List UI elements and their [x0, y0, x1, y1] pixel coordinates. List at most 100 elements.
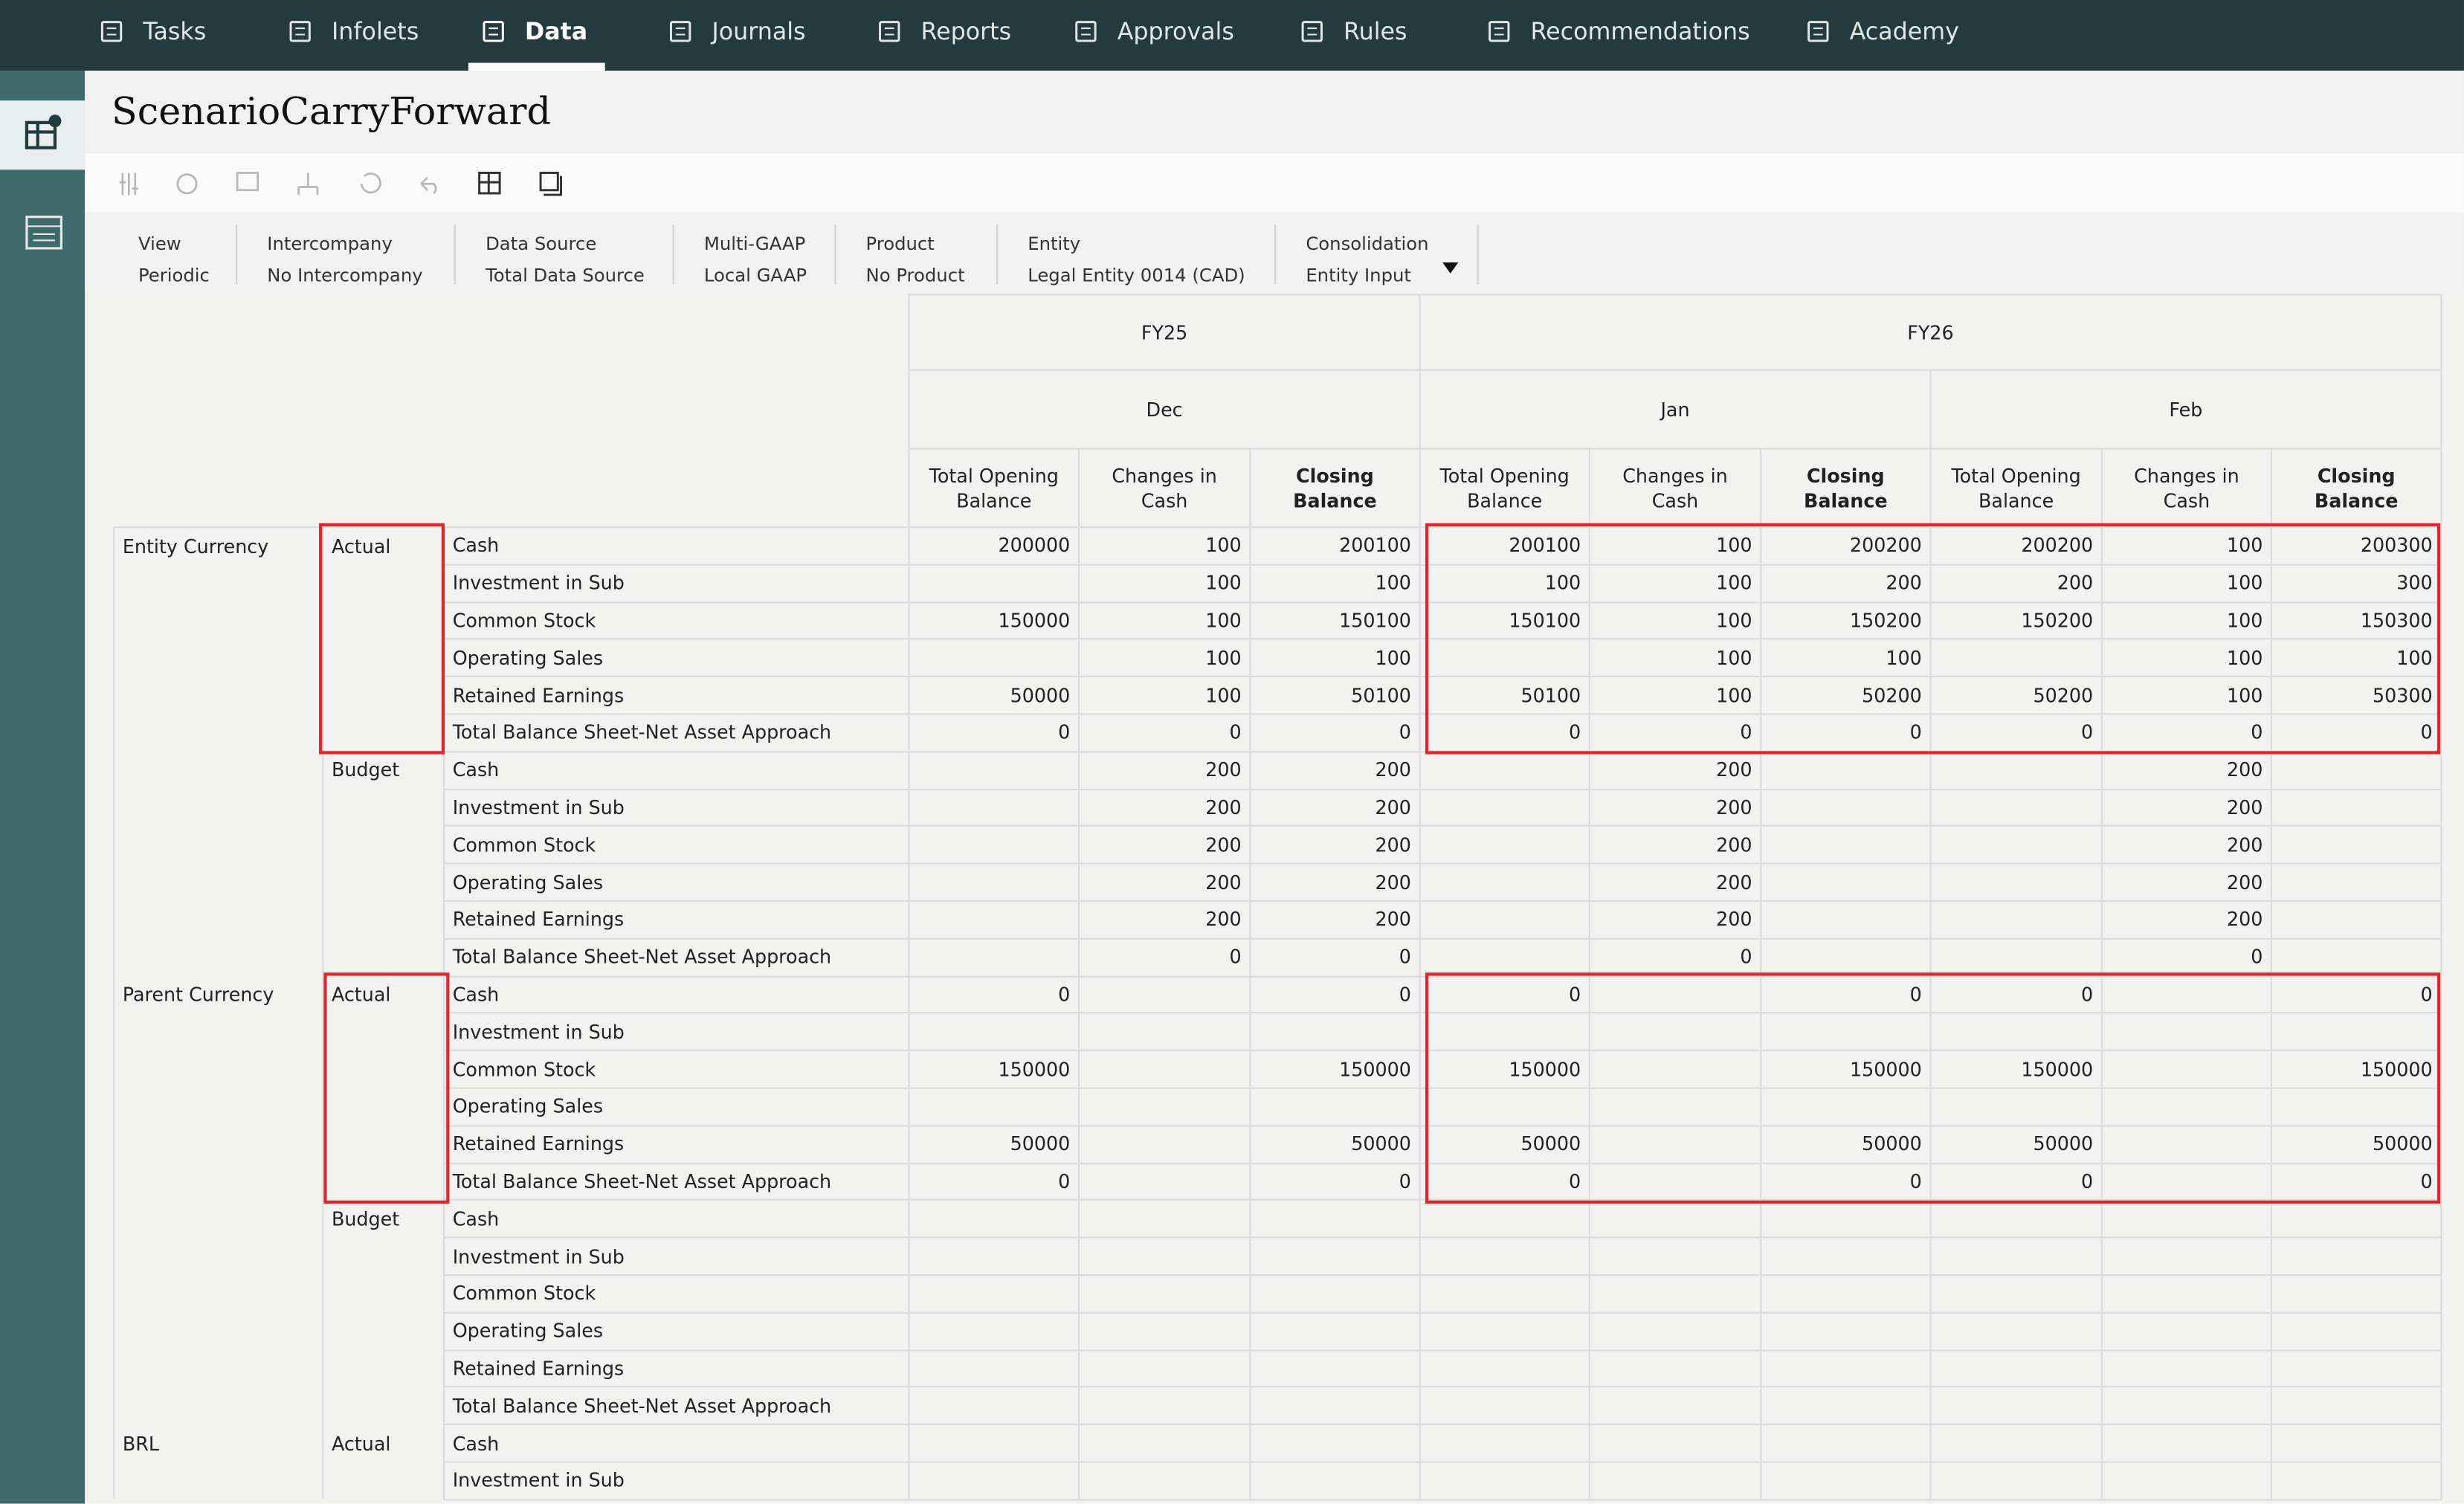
pov-member[interactable]: Intercompany No Intercompany: [267, 227, 422, 291]
data-cell[interactable]: 0: [1249, 937, 1421, 977]
data-cell[interactable]: 200: [1249, 750, 1421, 790]
data-cell[interactable]: [1588, 1050, 1762, 1089]
data-cell[interactable]: 100: [1588, 676, 1762, 715]
data-cell[interactable]: 0: [1929, 975, 2103, 1014]
data-cell[interactable]: 0: [1760, 713, 1932, 752]
data-cell[interactable]: [1249, 1274, 1421, 1314]
data-cell[interactable]: [1588, 1461, 1762, 1500]
pov-member[interactable]: View Periodic: [138, 227, 210, 291]
data-cell[interactable]: [1249, 1199, 1421, 1239]
data-cell[interactable]: 150300: [2271, 601, 2442, 641]
nav-tab[interactable]: Reports: [877, 0, 1011, 71]
data-cell[interactable]: 200: [1249, 825, 1421, 865]
data-cell[interactable]: [1760, 1012, 1932, 1052]
data-cell[interactable]: [1588, 1012, 1762, 1052]
data-cell[interactable]: [908, 862, 1080, 903]
data-cell[interactable]: [1077, 1012, 1251, 1052]
data-cell[interactable]: 200: [1249, 900, 1421, 940]
data-cell[interactable]: [2100, 1461, 2273, 1500]
data-cell[interactable]: [1760, 1236, 1932, 1277]
data-cell[interactable]: 200: [1588, 788, 1762, 827]
data-cell[interactable]: [1249, 1087, 1421, 1126]
data-cell[interactable]: [1588, 1162, 1762, 1201]
data-cell[interactable]: [1760, 788, 1932, 827]
data-cell[interactable]: [1077, 1236, 1251, 1277]
data-cell[interactable]: [908, 1461, 1080, 1500]
data-cell[interactable]: 50000: [1249, 1124, 1421, 1164]
data-cell[interactable]: [1249, 1311, 1421, 1351]
data-cell[interactable]: 200: [2100, 788, 2273, 827]
data-cell[interactable]: 200100: [1419, 526, 1590, 566]
data-cell[interactable]: [1419, 1349, 1590, 1388]
data-cell[interactable]: [1419, 1274, 1590, 1314]
data-cell[interactable]: 0: [2100, 937, 2273, 977]
data-cell[interactable]: [1419, 750, 1590, 790]
data-cell[interactable]: [1929, 1199, 2103, 1239]
data-cell[interactable]: [2100, 1162, 2273, 1201]
data-cell[interactable]: [1929, 788, 2103, 827]
data-cell[interactable]: 100: [1588, 564, 1762, 603]
data-cell[interactable]: [1077, 1274, 1251, 1314]
data-cell[interactable]: [908, 564, 1080, 603]
data-cell[interactable]: 150000: [1929, 1050, 2103, 1089]
data-cell[interactable]: 0: [1760, 1162, 1932, 1201]
data-cell[interactable]: [2271, 825, 2442, 865]
nav-tab[interactable]: Tasks: [99, 0, 206, 71]
data-cell[interactable]: 0: [908, 713, 1080, 752]
data-cell[interactable]: [1760, 750, 1932, 790]
data-cell[interactable]: 100: [1249, 638, 1421, 678]
data-cell[interactable]: 0: [2271, 975, 2442, 1014]
data-cell[interactable]: [2100, 1386, 2273, 1426]
data-cell[interactable]: [1077, 1050, 1251, 1089]
pov-member[interactable]: Data Source Total Data Source: [486, 227, 645, 291]
data-cell[interactable]: 200: [1588, 825, 1762, 865]
data-cell[interactable]: 200: [1588, 900, 1762, 940]
data-cell[interactable]: 150000: [908, 601, 1080, 641]
data-cell[interactable]: 100: [1588, 638, 1762, 678]
data-cell[interactable]: [2271, 1199, 2442, 1239]
data-cell[interactable]: [2271, 862, 2442, 903]
data-cell[interactable]: [1077, 1424, 1251, 1463]
data-cell[interactable]: 200: [2100, 750, 2273, 790]
data-cell[interactable]: 0: [1249, 975, 1421, 1014]
data-cell[interactable]: 150100: [1249, 601, 1421, 641]
data-cell[interactable]: [1419, 1087, 1590, 1126]
data-cell[interactable]: 0: [1077, 713, 1251, 752]
data-cell[interactable]: 200: [1077, 750, 1251, 790]
data-cell[interactable]: [1929, 1386, 2103, 1426]
data-cell[interactable]: 100: [2100, 526, 2273, 566]
data-cell[interactable]: [908, 1274, 1080, 1314]
data-cell[interactable]: 0: [2271, 713, 2442, 752]
data-cell[interactable]: 100: [2100, 564, 2273, 603]
data-cell[interactable]: [2271, 1424, 2442, 1463]
data-cell[interactable]: [1588, 1349, 1762, 1388]
data-cell[interactable]: 50000: [1929, 1124, 2103, 1164]
data-cell[interactable]: [1419, 1012, 1590, 1052]
data-cell[interactable]: 50000: [908, 676, 1080, 715]
data-cell[interactable]: [2271, 1087, 2442, 1126]
data-cell[interactable]: [1419, 900, 1590, 940]
data-cell[interactable]: 0: [1249, 713, 1421, 752]
side-active[interactable]: [0, 100, 86, 170]
data-cell[interactable]: [2271, 1236, 2442, 1277]
data-cell[interactable]: 50200: [1760, 676, 1932, 715]
data-cell[interactable]: [1419, 788, 1590, 827]
data-cell[interactable]: [1077, 1124, 1251, 1164]
pov-member[interactable]: Consolidation Entity Input: [1306, 227, 1428, 291]
data-cell[interactable]: [1588, 1124, 1762, 1164]
data-cell[interactable]: [1760, 1274, 1932, 1314]
data-cell[interactable]: [908, 1386, 1080, 1426]
data-cell[interactable]: [1249, 1424, 1421, 1463]
data-cell[interactable]: [2100, 1274, 2273, 1314]
data-cell[interactable]: [908, 1424, 1080, 1463]
data-cell[interactable]: [2271, 1386, 2442, 1426]
data-cell[interactable]: [908, 825, 1080, 865]
data-cell[interactable]: [2100, 1349, 2273, 1388]
data-cell[interactable]: [1077, 1349, 1251, 1388]
data-cell[interactable]: 200: [1077, 862, 1251, 903]
nav-tab[interactable]: Journals: [668, 0, 806, 71]
data-cell[interactable]: 100: [1249, 564, 1421, 603]
data-cell[interactable]: 50000: [2271, 1124, 2442, 1164]
data-cell[interactable]: [1077, 1162, 1251, 1201]
data-cell[interactable]: [1760, 1311, 1932, 1351]
